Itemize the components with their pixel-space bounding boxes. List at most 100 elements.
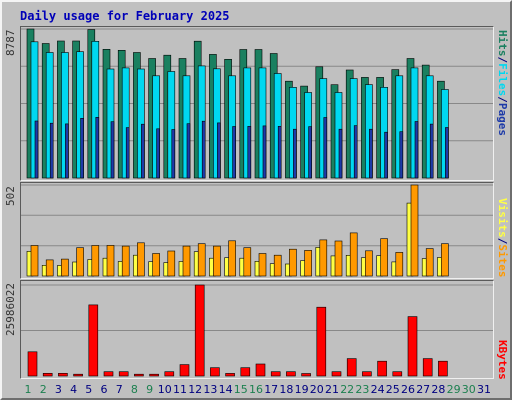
- files-bar: [395, 75, 404, 179]
- day-tick-label: 31: [477, 383, 491, 396]
- pages-bar: [141, 123, 145, 179]
- visits-ymax-label: 502: [4, 186, 17, 206]
- sites-bar: [76, 247, 84, 277]
- chart-title: Daily usage for February 2025: [20, 9, 230, 23]
- files-bar: [121, 67, 130, 179]
- day-tick-label: 18: [279, 383, 294, 396]
- day-tick-label: 13: [203, 383, 218, 396]
- sites-bar: [289, 248, 297, 277]
- kbytes-bar: [407, 316, 418, 377]
- sites-bar: [228, 240, 236, 277]
- kbytes-bar: [316, 306, 327, 377]
- sites-bar: [258, 253, 267, 277]
- pages-bar: [445, 127, 449, 179]
- sites-bar: [441, 243, 449, 277]
- kbytes-bar: [240, 367, 251, 377]
- day-tick-label: 26: [401, 383, 415, 396]
- pages-bar: [293, 128, 297, 179]
- kbytes-bar: [27, 351, 38, 377]
- files-bar: [137, 68, 145, 179]
- kbytes-bar: [301, 373, 311, 377]
- kbytes-bar: [346, 358, 357, 377]
- kbytes-bar: [438, 360, 448, 377]
- sites-bar: [30, 245, 39, 277]
- kbytes-bar: [42, 373, 53, 377]
- kbytes-bar: [377, 360, 387, 377]
- visits-sites-panel: [20, 182, 494, 279]
- pages-bar: [95, 117, 100, 179]
- visits-sites-plot: [21, 184, 493, 277]
- sites-bar: [213, 245, 221, 277]
- pages-bar: [338, 128, 343, 179]
- day-tick-label: 20: [309, 383, 324, 396]
- day-tick-label: 19: [294, 383, 309, 396]
- kbytes-bar: [210, 367, 220, 377]
- sites-bar: [425, 248, 434, 277]
- pages-bar: [65, 123, 69, 179]
- kbytes-plot: [21, 284, 493, 377]
- pages-bar: [125, 127, 130, 179]
- pages-bar: [232, 126, 236, 179]
- pages-bar: [429, 123, 434, 179]
- sites-bar: [365, 250, 373, 277]
- pages-bar: [201, 120, 206, 179]
- pages-bar: [414, 121, 419, 179]
- sites-bar: [273, 254, 282, 277]
- day-tick-label: 2: [39, 383, 47, 396]
- kbytes-bar: [255, 363, 266, 377]
- kbytes-bar: [392, 371, 403, 377]
- sites-bar: [380, 238, 388, 277]
- day-tick-label: 21: [325, 383, 339, 396]
- sites-bar: [395, 252, 404, 277]
- pages-bar: [323, 117, 328, 179]
- sites-bar: [45, 259, 54, 277]
- kbytes-bar: [118, 371, 129, 377]
- files-bar: [30, 41, 39, 179]
- sites-bar: [167, 250, 176, 277]
- day-tick-label: 30: [461, 383, 476, 396]
- sites-bar: [106, 245, 115, 277]
- pages-bar: [186, 123, 191, 179]
- kbytes-bar: [149, 373, 159, 377]
- sites-bar: [182, 245, 191, 277]
- kbytes-bar: [225, 373, 235, 377]
- kbytes-bar: [286, 371, 296, 377]
- day-tick-label: 16: [249, 383, 263, 396]
- kbytes-bar: [270, 371, 281, 377]
- kbytes-bar: [194, 284, 205, 377]
- kbytes-bar: [164, 371, 175, 377]
- legend-entry: Visits: [496, 198, 509, 238]
- pages-bar: [34, 120, 39, 179]
- day-tick-label: 25: [385, 383, 400, 396]
- sites-bar: [243, 247, 252, 277]
- kbytes-bar: [331, 371, 342, 377]
- kbytes-ymax-label: 25986022: [4, 283, 17, 336]
- day-tick-label: 9: [146, 383, 154, 396]
- pages-bar: [49, 122, 54, 179]
- files-bar: [258, 67, 267, 179]
- day-tick-label: 22: [340, 383, 355, 396]
- kbytes-bar: [103, 371, 114, 377]
- kbytes-bar: [362, 371, 372, 377]
- pages-bar: [369, 128, 373, 179]
- kbytes-bar: [179, 364, 190, 377]
- kbytes-bar: [422, 358, 433, 377]
- sites-bar: [334, 240, 343, 277]
- day-tick-label: 11: [173, 383, 187, 396]
- sites-bar: [121, 245, 130, 277]
- legend-entry: /: [496, 96, 509, 103]
- day-tick-label: 3: [54, 383, 62, 396]
- sites-bar: [137, 242, 145, 277]
- day-tick-label: 28: [431, 383, 446, 396]
- sites-bar: [410, 184, 419, 277]
- legend-entry: Hits: [496, 30, 509, 57]
- files-bar: [152, 75, 160, 179]
- pages-bar: [277, 126, 282, 179]
- pages-bar: [217, 122, 221, 179]
- day-tick-label: 27: [416, 383, 431, 396]
- pages-bar: [353, 125, 358, 179]
- day-tick-label: 12: [188, 383, 203, 396]
- day-tick-label: 29: [446, 383, 461, 396]
- kbytes-bar: [88, 304, 99, 377]
